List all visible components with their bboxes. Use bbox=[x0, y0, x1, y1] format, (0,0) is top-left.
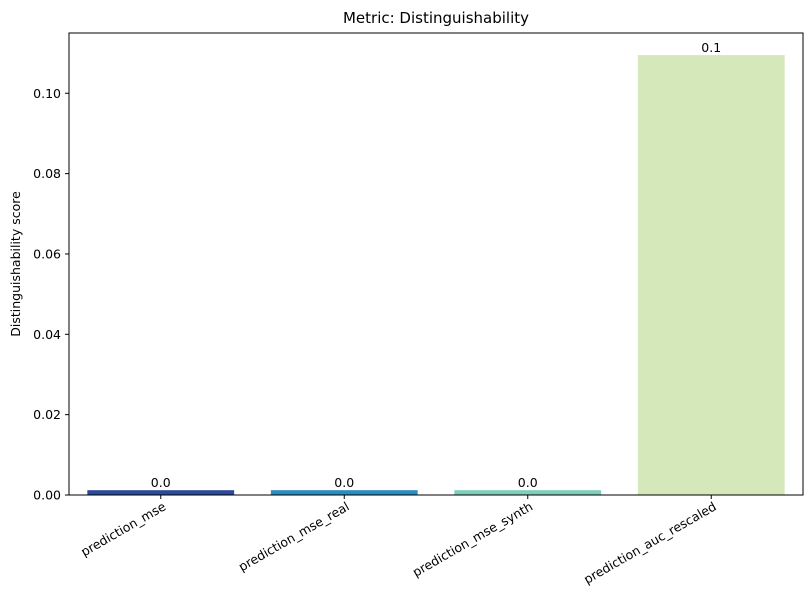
y-tick-label: 0.08 bbox=[33, 166, 61, 181]
y-axis-label: Distinguishability score bbox=[8, 191, 23, 337]
data-label-prediction-mse: 0.0 bbox=[151, 475, 171, 490]
y-tick-label: 0.00 bbox=[33, 488, 61, 503]
x-tick-label: prediction_auc_rescaled bbox=[581, 499, 719, 587]
bar-prediction-mse-synth bbox=[454, 490, 602, 495]
y-tick-label: 0.04 bbox=[33, 327, 61, 342]
x-tick-label: prediction_mse bbox=[78, 498, 168, 559]
data-labels-group: 0.0 0.0 0.0 0.1 bbox=[151, 40, 721, 490]
y-axis-ticks: 0.00 0.02 0.04 0.06 0.08 0.10 bbox=[33, 86, 69, 503]
data-label-prediction-mse-synth: 0.0 bbox=[518, 475, 538, 490]
y-tick-label: 0.06 bbox=[33, 246, 61, 261]
data-label-prediction-auc-rescaled: 0.1 bbox=[701, 40, 721, 55]
plot-area-frame bbox=[68, 32, 804, 496]
x-tick-label: prediction_mse_real bbox=[236, 499, 352, 575]
bar-prediction-auc-rescaled bbox=[637, 55, 785, 496]
y-tick-label: 0.02 bbox=[33, 407, 61, 422]
x-tick-label: prediction_mse_synth bbox=[410, 499, 535, 580]
x-axis-ticks: prediction_mse prediction_mse_real predict… bbox=[78, 495, 719, 587]
data-label-prediction-mse-real: 0.0 bbox=[334, 475, 354, 490]
y-tick-label: 0.10 bbox=[33, 86, 61, 101]
chart-title: Metric: Distinguishability bbox=[343, 9, 529, 27]
bar-prediction-mse bbox=[87, 490, 235, 495]
bars-group bbox=[87, 55, 785, 496]
bar-prediction-mse-real bbox=[270, 490, 418, 495]
